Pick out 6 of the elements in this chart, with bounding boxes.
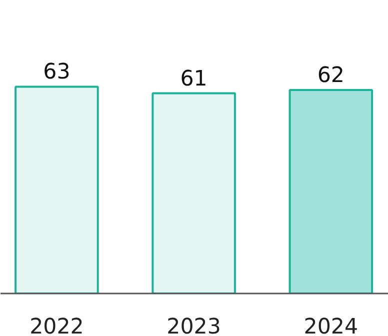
x-tick-label: 2022 — [30, 314, 84, 336]
data-label: 63 — [43, 60, 70, 85]
data-label: 61 — [180, 66, 208, 92]
x-tick-label: 2023 — [166, 314, 221, 336]
x-tick-label: 2024 — [304, 314, 358, 336]
data-label: 62 — [317, 63, 344, 88]
